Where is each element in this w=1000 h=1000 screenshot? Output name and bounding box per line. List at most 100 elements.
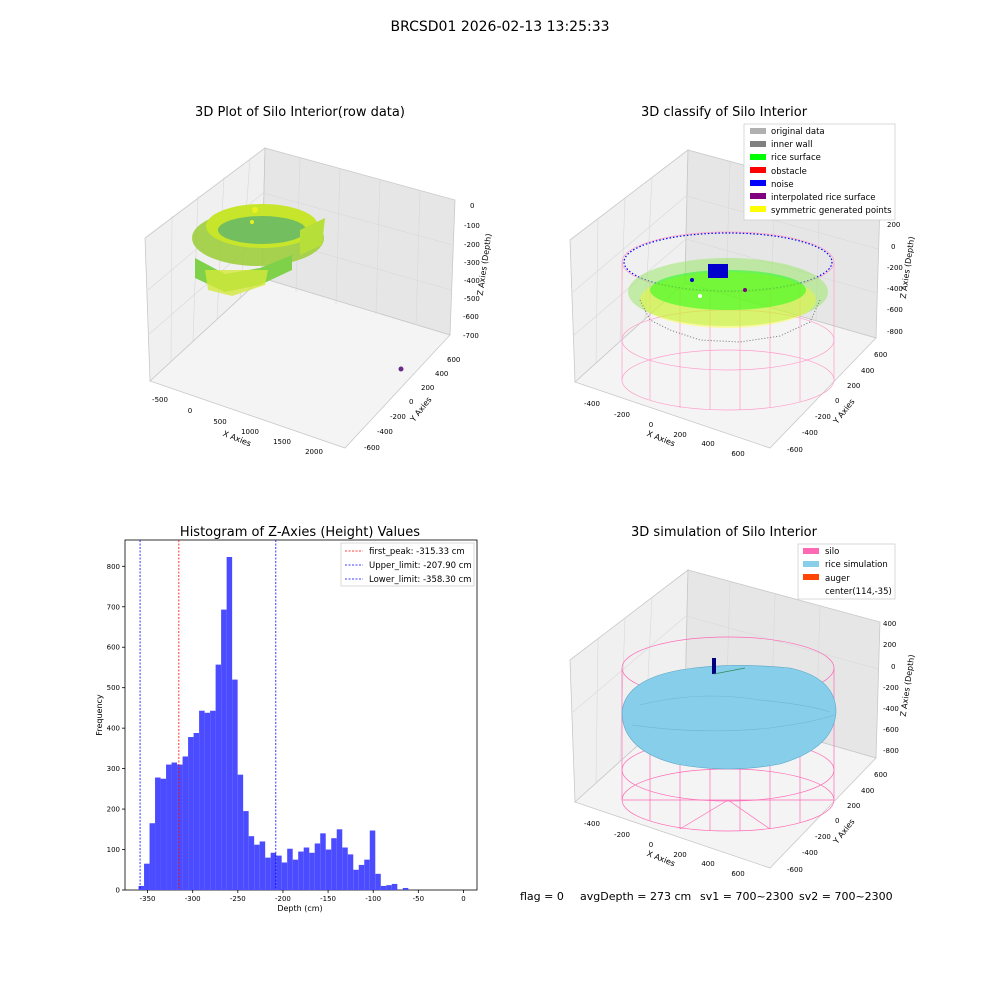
legend-entry-noise: noise	[750, 180, 794, 190]
histogram-x-ticks: -350 -300 -250 -200 -150 -100 -50 0	[140, 890, 466, 903]
panel2-y-ticks: 600 400 200 0 -200 -400 -600	[787, 351, 887, 454]
svg-text:-600: -600	[883, 726, 899, 734]
histogram-bar	[298, 851, 304, 890]
histogram-bar	[353, 869, 359, 890]
histogram-bar	[237, 774, 244, 890]
svg-text:600: 600	[731, 450, 744, 458]
histogram-bar	[347, 854, 354, 890]
histogram-xlabel: Depth (cm)	[277, 904, 322, 913]
svg-text:1000: 1000	[241, 428, 259, 436]
histogram-legend: first_peak: -315.33 cm Upper_limit: -207…	[340, 542, 475, 587]
histogram-title: Histogram of Z-Axies (Height) Values	[180, 525, 420, 540]
legend-entry-original-data: original data	[750, 127, 825, 137]
histogram-bar	[155, 777, 161, 890]
legend-entry-interpolated: interpolated rice surface	[750, 193, 876, 203]
svg-text:inner wall: inner wall	[771, 140, 812, 150]
panel-histogram: Histogram of Z-Axies (Height) Values -35…	[95, 525, 478, 913]
histogram-bar	[188, 737, 194, 890]
svg-text:600: 600	[874, 351, 887, 359]
histogram-y-tick-label: 300	[107, 765, 120, 773]
histogram-y-tick-label: 0	[116, 887, 120, 895]
svg-text:600: 600	[731, 870, 744, 878]
histogram-bar	[287, 848, 293, 890]
histogram-x-tick-label: -200	[275, 895, 291, 903]
histogram-bar	[138, 885, 145, 890]
histogram-bar	[364, 859, 370, 890]
histogram-bar	[331, 838, 337, 890]
svg-text:symmetric generated points: symmetric generated points	[771, 206, 892, 216]
histogram-bar	[336, 829, 343, 890]
legend-entry-symmetric: symmetric generated points	[750, 206, 892, 216]
histogram-y-ticks: 0 100 200 300 400 500 600 700 800	[107, 563, 125, 895]
histogram-bar	[402, 887, 409, 890]
svg-text:-300: -300	[464, 259, 480, 267]
footer-sv1: sv1 = 700~2300	[700, 890, 794, 903]
panel2-z-ticks: 200 0 -200 -400 -600 -800	[887, 221, 903, 336]
svg-text:0: 0	[188, 407, 192, 415]
panel4-x-ticks: -400 -200 0 200 400 600	[584, 820, 745, 878]
histogram-bar	[248, 836, 255, 890]
histogram-bar	[243, 811, 249, 890]
histogram-reference-lines	[139, 540, 277, 890]
svg-text:-800: -800	[887, 328, 903, 336]
svg-text:obstacle: obstacle	[771, 167, 807, 177]
histogram-y-tick-label: 600	[107, 644, 120, 652]
svg-text:-400: -400	[377, 428, 393, 436]
panel4-xlabel: X Axies	[646, 849, 677, 868]
legend-entry-auger: auger	[803, 574, 850, 584]
svg-text:200: 200	[421, 384, 434, 392]
histogram-bar	[320, 833, 326, 890]
svg-text:200: 200	[673, 431, 686, 439]
legend-entry-inner-wall: inner wall	[750, 140, 812, 150]
panel1-x-ticks: -500 0 500 1000 1500 2000	[152, 396, 323, 456]
histogram-x-tick-label: -150	[320, 895, 336, 903]
histogram-bar	[391, 883, 398, 890]
histogram-bar	[292, 859, 299, 890]
svg-text:400: 400	[883, 620, 896, 628]
svg-text:-400: -400	[887, 285, 903, 293]
svg-text:-200: -200	[614, 831, 630, 839]
panel1-axes-box	[144, 147, 456, 449]
legend-entry-center: center(114,-35)	[825, 587, 892, 597]
footer-status: flag = 0 avgDepth = 273 cm sv1 = 700~230…	[520, 890, 893, 903]
svg-text:-400: -400	[464, 277, 480, 285]
histogram-bar	[270, 852, 277, 890]
svg-text:Upper_limit: -207.90 cm: Upper_limit: -207.90 cm	[369, 561, 472, 571]
panel1-outlier-point	[398, 366, 404, 372]
histogram-bar	[221, 609, 227, 890]
figure-title: BRCSD01 2026-02-13 13:25:33	[390, 19, 609, 35]
svg-text:-600: -600	[463, 313, 479, 321]
svg-text:-500: -500	[464, 295, 480, 303]
histogram-bar	[375, 873, 381, 890]
histogram-y-tick-label: 400	[107, 725, 120, 733]
histogram-bar	[386, 885, 392, 890]
panel4-auger	[712, 658, 746, 675]
histogram-ylabel: Frequency	[95, 694, 104, 736]
svg-text:-500: -500	[152, 396, 168, 404]
svg-text:noise: noise	[771, 180, 794, 190]
histogram-bar	[215, 664, 222, 890]
histogram-bar	[193, 733, 200, 890]
svg-text:-400: -400	[584, 820, 600, 828]
panel1-point-cloud	[192, 204, 404, 372]
histogram-bar	[369, 830, 376, 890]
svg-text:center(114,-35): center(114,-35)	[825, 587, 892, 597]
histogram-bar	[226, 556, 233, 890]
histogram-bar	[259, 841, 266, 890]
histogram-bar	[276, 855, 282, 890]
histogram-y-tick-label: 500	[107, 684, 120, 692]
svg-text:-400: -400	[883, 705, 899, 713]
histogram-bar	[342, 847, 348, 890]
histogram-bar	[149, 823, 156, 890]
svg-text:0: 0	[649, 841, 653, 849]
svg-text:400: 400	[861, 367, 874, 375]
panel1-z-ticks: 0 -100 -200 -300 -400 -500 -600 -700	[463, 202, 480, 340]
svg-text:original data: original data	[771, 127, 825, 137]
svg-text:rice surface: rice surface	[771, 153, 821, 163]
histogram-bar	[171, 762, 178, 890]
svg-text:200: 200	[673, 851, 686, 859]
svg-text:-600: -600	[887, 306, 903, 314]
svg-text:-200: -200	[815, 413, 831, 421]
legend-entry-upper-limit: Upper_limit: -207.90 cm	[345, 561, 472, 571]
